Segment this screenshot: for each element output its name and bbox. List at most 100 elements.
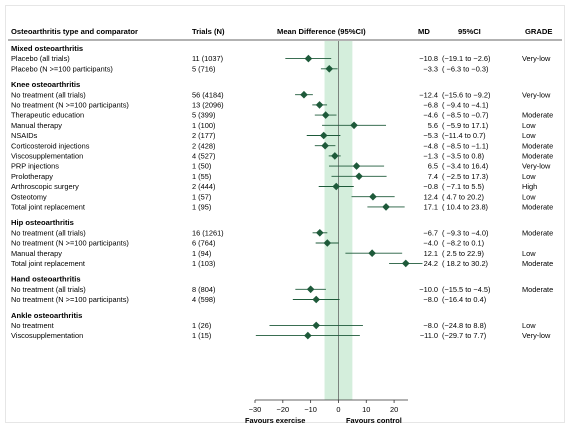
trials-count: 2 (444) <box>192 182 215 191</box>
md-value: −3.3 <box>423 64 438 73</box>
x-axis-ticks: −30 −20 −10 0 10 20 <box>249 400 398 414</box>
comparator-label: No treatment (N >=100 participants) <box>11 101 129 110</box>
header-grade: GRADE <box>525 27 552 36</box>
md-diamond-marker <box>369 192 377 201</box>
comparator-label: Total joint replacement <box>11 259 85 268</box>
md-diamond-marker <box>312 295 320 304</box>
comparator-label: Manual therapy <box>11 121 62 130</box>
section-title: Mixed osteoarthritis <box>11 44 83 53</box>
md-value: 17.1 <box>424 203 438 212</box>
trials-count: 1 (15) <box>192 331 211 340</box>
header-mean-difference: Mean Difference (95%CI) <box>277 27 366 36</box>
md-diamond-marker <box>321 141 329 150</box>
trials-count: 5 (399) <box>192 111 215 120</box>
grade-value: Low <box>522 192 536 201</box>
section-title: Knee osteoarthritis <box>11 80 80 89</box>
md-diamond-marker <box>304 54 313 63</box>
md-value: −5.3 <box>423 131 438 140</box>
trials-count: 2 (177) <box>192 131 215 140</box>
md-value: 6.5 <box>428 162 438 171</box>
grade-value: Very-low <box>522 90 551 99</box>
grade-value: Very-low <box>522 331 551 340</box>
md-value: −4.0 <box>423 239 438 248</box>
grade-value: High <box>522 182 537 191</box>
comparator-label: No treatment (N >=100 participants) <box>11 295 129 304</box>
header-ci: 95%CI <box>458 27 481 36</box>
header-trials: Trials (N) <box>192 27 225 36</box>
md-value: 24.2 <box>424 259 438 268</box>
md-diamond-marker <box>368 249 376 257</box>
ci-value: ( −9.3 to −4.0) <box>442 228 488 237</box>
trials-count: 13 (2096) <box>192 101 224 110</box>
grade-value: Low <box>522 172 536 181</box>
ci-value: ( −2.5 to 17.3) <box>442 172 488 181</box>
md-diamond-marker <box>319 131 328 140</box>
section-title: Hip osteoarthritis <box>11 218 74 227</box>
trials-count: 1 (94) <box>192 249 211 258</box>
section-title: Hand osteoarthritis <box>11 275 81 284</box>
trials-count: 1 (103) <box>192 259 215 268</box>
comparator-label: No treatment <box>11 321 54 330</box>
ci-value: ( −9.4 to −4.1) <box>442 101 488 110</box>
md-diamond-marker <box>315 101 324 109</box>
trials-count: 1 (100) <box>192 121 215 130</box>
ci-value: ( 18.2 to 30.2) <box>442 259 488 268</box>
x-tick-label: 20 <box>390 405 398 414</box>
md-diamond-marker <box>382 203 390 211</box>
md-value: −8.0 <box>423 295 438 304</box>
md-value: −10.8 <box>419 54 438 63</box>
trials-count: 16 (1261) <box>192 228 224 237</box>
md-value: −4.8 <box>423 141 438 150</box>
comparator-label: PRP injections <box>11 162 59 171</box>
md-diamond-marker <box>325 65 334 73</box>
ci-value: ( −5.9 to 17.1) <box>442 121 488 130</box>
x-tick-label: −30 <box>249 405 262 414</box>
header-md: MD <box>418 27 430 36</box>
comparator-label: Manual therapy <box>11 249 62 258</box>
md-value: −10.0 <box>419 285 438 294</box>
md-diamond-marker <box>300 90 308 99</box>
comparator-label: Arthroscopic surgery <box>11 182 79 191</box>
comparator-label: Placebo (all trials) <box>11 54 70 63</box>
md-diamond-marker <box>401 259 410 268</box>
grade-value: Very-low <box>522 54 551 63</box>
ci-value: (−16.4 to 0.4) <box>442 295 486 304</box>
md-value: −1.3 <box>423 152 438 161</box>
x-tick-label: 0 <box>336 405 340 414</box>
ci-value: (−29.7 to 7.7) <box>442 331 486 340</box>
comparator-label: NSAIDs <box>11 131 38 140</box>
ci-value: ( −3.4 to 16.4) <box>442 162 488 171</box>
trials-count: 1 (26) <box>192 321 211 330</box>
md-value: −6.7 <box>423 228 438 237</box>
footer-favours-control: Favours control <box>346 416 402 425</box>
comparator-label: Viscosupplementation <box>11 331 83 340</box>
md-diamond-marker <box>323 239 332 247</box>
figure-frame <box>5 5 565 423</box>
md-value: −0.8 <box>423 182 438 191</box>
ci-value: ( −8.5 to −1.1) <box>442 141 488 150</box>
md-diamond-marker <box>321 111 330 119</box>
grade-value: Low <box>522 131 536 140</box>
comparator-label: Osteotomy <box>11 192 47 201</box>
comparator-label: Total joint replacement <box>11 203 85 212</box>
md-value: 5.6 <box>428 121 438 130</box>
md-diamond-marker <box>304 331 312 340</box>
trials-count: 4 (527) <box>192 152 215 161</box>
ci-value: ( −7.1 to 5.5) <box>442 182 484 191</box>
trials-count: 1 (55) <box>192 172 211 181</box>
md-diamond-marker <box>316 229 324 237</box>
grade-value: Moderate <box>522 259 553 268</box>
x-tick-label: 10 <box>362 405 370 414</box>
ci-value: (−11.4 to 0.7) <box>442 131 486 140</box>
trials-count: 1 (50) <box>192 162 211 171</box>
md-diamond-marker <box>352 162 361 170</box>
ci-value: ( −6.3 to −0.3) <box>442 64 488 73</box>
comparator-label: No treatment (all trials) <box>11 90 86 99</box>
md-value: −6.8 <box>423 101 438 110</box>
trials-count: 6 (764) <box>192 239 215 248</box>
md-value: 12.1 <box>424 249 438 258</box>
grade-value: Moderate <box>522 285 553 294</box>
